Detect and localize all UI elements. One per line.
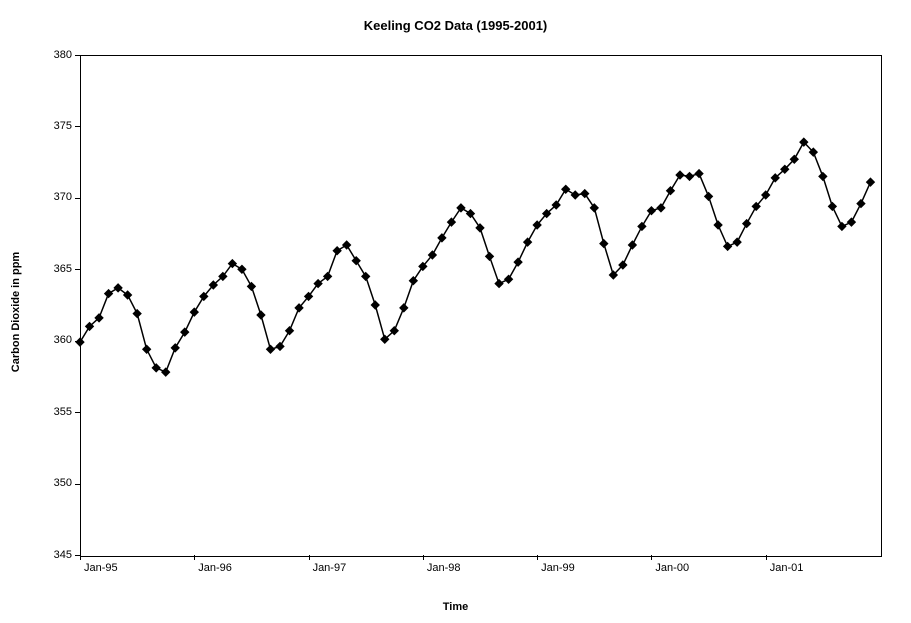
data-point-marker [676,171,684,179]
data-point-marker [562,185,570,193]
data-point-marker [866,178,874,186]
data-point-marker [171,344,179,352]
data-point-marker [638,222,646,230]
data-point-marker [581,190,589,198]
data-point-marker [133,310,141,318]
data-point-marker [705,192,713,200]
data-point-marker [647,207,655,215]
data-point-marker [686,172,694,180]
keeling-co2-chart: Keeling CO2 Data (1995-2001) Carbon Diox… [0,0,911,623]
data-point-marker [143,345,151,353]
data-point-marker [590,204,598,212]
data-point-marker [286,327,294,335]
data-point-marker [600,240,608,248]
data-point-marker [257,311,265,319]
data-point-marker [247,282,255,290]
data-point-marker [466,210,474,218]
data-point-marker [409,277,417,285]
data-point-marker [743,220,751,228]
data-point-marker [162,368,170,376]
data-point-marker [333,247,341,255]
data-point-marker [524,238,532,246]
data-point-marker [438,234,446,242]
data-point-marker [819,172,827,180]
data-point-marker [400,304,408,312]
data-point-marker [695,170,703,178]
data-point-marker [276,342,284,350]
data-point-marker [190,308,198,316]
data-point-marker [495,280,503,288]
data-point-marker [571,191,579,199]
data-point-marker [486,252,494,260]
data-point-marker [352,257,360,265]
data-point-marker [628,241,636,249]
data-point-marker [733,238,741,246]
data-point-marker [657,204,665,212]
data-point-marker [724,242,732,250]
series-line [80,142,870,372]
data-point-marker [714,221,722,229]
data-point-marker [447,218,455,226]
data-point-marker [371,301,379,309]
data-point-marker [343,241,351,249]
data-point-marker [181,328,189,336]
data-point-marker [457,204,465,212]
data-point-marker [362,272,370,280]
data-point-marker [266,345,274,353]
data-point-marker [152,364,160,372]
data-point-marker [828,202,836,210]
data-point-marker [505,275,513,283]
data-point-marker [847,218,855,226]
data-point-marker [476,224,484,232]
data-point-marker [857,200,865,208]
data-point-marker [238,265,246,273]
data-point-marker [76,338,84,346]
data-point-marker [514,258,522,266]
data-point-marker [838,222,846,230]
co2-series [0,0,911,623]
data-point-marker [105,290,113,298]
data-point-marker [666,187,674,195]
